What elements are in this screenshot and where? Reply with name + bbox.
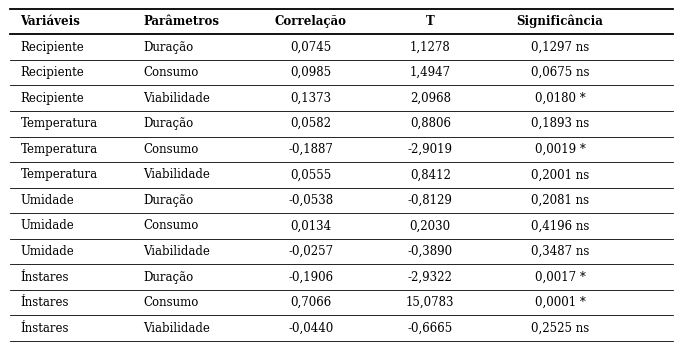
Text: Recipiente: Recipiente <box>20 66 84 79</box>
Text: Duração: Duração <box>143 41 194 54</box>
Text: Ínstares: Ínstares <box>20 271 69 284</box>
Text: Viabilidade: Viabilidade <box>143 322 210 335</box>
Text: -0,0538: -0,0538 <box>288 194 333 207</box>
Text: -0,1887: -0,1887 <box>288 143 333 156</box>
Text: Consumo: Consumo <box>143 220 199 232</box>
Text: 0,0180 *: 0,0180 * <box>535 92 585 105</box>
Text: 0,8806: 0,8806 <box>410 117 451 130</box>
Text: 0,0555: 0,0555 <box>290 168 331 181</box>
Text: -0,0257: -0,0257 <box>288 245 333 258</box>
Text: Umidade: Umidade <box>20 194 74 207</box>
Text: Duração: Duração <box>143 194 194 207</box>
Text: -0,3890: -0,3890 <box>408 245 453 258</box>
Text: 0,3487 ns: 0,3487 ns <box>531 245 589 258</box>
Text: -0,6665: -0,6665 <box>408 322 453 335</box>
Text: 0,0745: 0,0745 <box>290 41 331 54</box>
Text: Consumo: Consumo <box>143 143 199 156</box>
Text: Parâmetros: Parâmetros <box>143 15 219 28</box>
Text: -0,8129: -0,8129 <box>408 194 453 207</box>
Text: Consumo: Consumo <box>143 296 199 309</box>
Text: Variáveis: Variáveis <box>20 15 81 28</box>
Text: Umidade: Umidade <box>20 245 74 258</box>
Text: Recipiente: Recipiente <box>20 41 84 54</box>
Text: Duração: Duração <box>143 117 194 130</box>
Text: Temperatura: Temperatura <box>20 168 98 181</box>
Text: T: T <box>426 15 434 28</box>
Text: 0,2081 ns: 0,2081 ns <box>531 194 589 207</box>
Text: 0,0017 *: 0,0017 * <box>535 271 585 284</box>
Text: 0,0001 *: 0,0001 * <box>535 296 585 309</box>
Text: 1,1278: 1,1278 <box>410 41 451 54</box>
Text: 0,2030: 0,2030 <box>410 220 451 232</box>
Text: 0,0985: 0,0985 <box>290 66 331 79</box>
Text: 15,0783: 15,0783 <box>406 296 455 309</box>
Text: 0,2525 ns: 0,2525 ns <box>531 322 589 335</box>
Text: 0,0019 *: 0,0019 * <box>535 143 585 156</box>
Text: Temperatura: Temperatura <box>20 117 98 130</box>
Text: 0,4196 ns: 0,4196 ns <box>531 220 589 232</box>
Text: Umidade: Umidade <box>20 220 74 232</box>
Text: -2,9019: -2,9019 <box>408 143 453 156</box>
Text: Viabilidade: Viabilidade <box>143 168 210 181</box>
Text: -0,0440: -0,0440 <box>288 322 333 335</box>
Text: Viabilidade: Viabilidade <box>143 245 210 258</box>
Text: 0,7066: 0,7066 <box>290 296 331 309</box>
Text: 0,0675 ns: 0,0675 ns <box>531 66 589 79</box>
Text: 0,2001 ns: 0,2001 ns <box>531 168 589 181</box>
Text: Viabilidade: Viabilidade <box>143 92 210 105</box>
Text: Significância: Significância <box>516 15 604 28</box>
Text: 0,1297 ns: 0,1297 ns <box>531 41 589 54</box>
Text: Ínstares: Ínstares <box>20 322 69 335</box>
Text: Recipiente: Recipiente <box>20 92 84 105</box>
Text: Consumo: Consumo <box>143 66 199 79</box>
Text: Duração: Duração <box>143 271 194 284</box>
Text: Correlação: Correlação <box>275 15 347 28</box>
Text: 0,1893 ns: 0,1893 ns <box>531 117 589 130</box>
Text: 0,0134: 0,0134 <box>290 220 331 232</box>
Text: 0,8412: 0,8412 <box>410 168 451 181</box>
Text: -0,1906: -0,1906 <box>288 271 333 284</box>
Text: Temperatura: Temperatura <box>20 143 98 156</box>
Text: Ínstares: Ínstares <box>20 296 69 309</box>
Text: 0,0582: 0,0582 <box>290 117 331 130</box>
Text: 1,4947: 1,4947 <box>410 66 451 79</box>
Text: -2,9322: -2,9322 <box>408 271 453 284</box>
Text: 2,0968: 2,0968 <box>410 92 451 105</box>
Text: 0,1373: 0,1373 <box>290 92 331 105</box>
